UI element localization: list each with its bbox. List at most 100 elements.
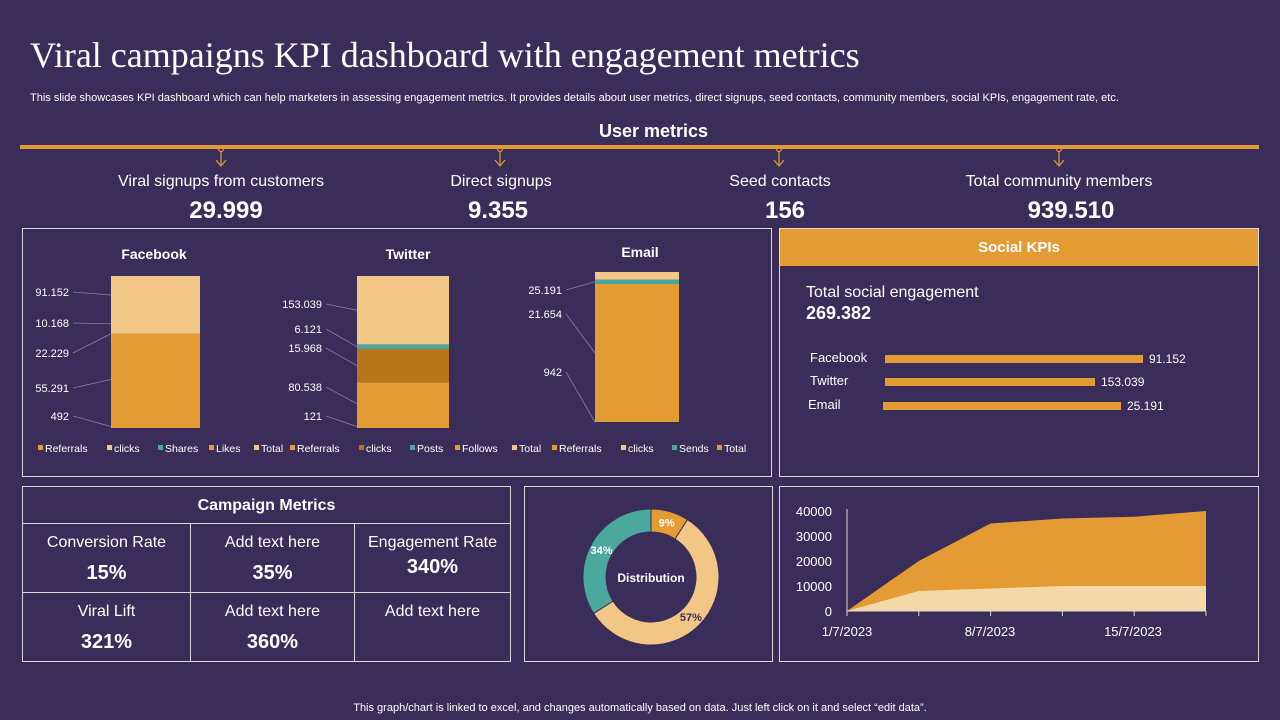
arrow-down-icon [494,146,506,167]
metric-label-seed-contacts: Seed contacts [729,173,831,190]
leader-line [325,347,358,367]
campaign-cell-value: 15% [86,562,127,584]
data-label: 25.191 [1127,399,1164,413]
bar [885,355,1143,363]
campaign-cell-label: Add text here [384,603,481,620]
chart-title: Facebook [121,246,187,262]
leader-line [72,291,112,296]
metric-label-community-members: Total community members [965,173,1153,190]
legend-swatch [672,445,677,450]
data-label: 21.654 [528,309,562,321]
legend-label: clicks [366,443,392,455]
campaign-cell-label: Add text here [224,534,321,551]
y-tick-label: 40000 [796,504,832,519]
distribution-donut-chart: 9% 57% 34% Distribution [582,508,720,646]
x-tick-label: 15/7/2023 [1104,624,1162,639]
legend-label: Posts [417,443,443,455]
arrow-down-icon [773,146,785,167]
data-label: 10.168 [35,318,69,330]
legend-label: Referrals [297,443,340,455]
metric-label-direct-signups: Direct signups [450,173,552,190]
campaign-cell-value: 321% [80,631,133,653]
data-label: 121 [304,411,322,423]
legend-swatch [552,445,557,450]
bar-segment [111,424,200,428]
page-subtitle: This slide showcases KPI dashboard which… [30,92,1119,104]
area-series [847,586,1206,611]
bar-segment [595,279,679,284]
slice-label: 9% [659,518,675,530]
data-label: 153.039 [282,299,322,311]
legend-label: Total [724,443,746,455]
data-label: 6.121 [294,324,322,336]
y-tick-label: 0 [825,604,832,619]
user-metrics-divider [20,145,1259,149]
leader-line [325,328,358,348]
arrow-down-icon [215,146,227,167]
bar-segment [111,276,200,314]
donut-slice [582,508,652,615]
legend-label: clicks [114,443,140,455]
campaign-cell-value: 360% [246,631,299,653]
bar-segment [595,272,679,280]
campaign-cell-value: 340% [406,556,459,578]
legend-swatch [38,445,43,450]
x-tick-label: 1/7/2023 [822,624,873,639]
total-engagement-label: Total social engagement [806,284,979,301]
legend-label: Follows [462,443,498,455]
campaign-cell: Add text here 360% [191,593,355,661]
campaign-cell-label: Conversion Rate [46,534,167,551]
leader-line [565,313,596,354]
bar-segment [111,314,200,334]
bar-segment [357,348,449,383]
data-label: 80.538 [288,382,322,394]
legend-swatch [254,445,259,450]
data-label: 492 [51,411,69,423]
legend-swatch [717,445,722,450]
category-label: Facebook [810,350,868,365]
metric-value-viral-signups: 29.999 [189,197,263,224]
legend-swatch [410,445,415,450]
campaign-cell-value: 35% [252,562,293,584]
leader-line [325,415,358,427]
legend-swatch [512,445,517,450]
arrow-down-icon [1053,146,1065,167]
channel-stacked-bar-charts: Facebook 492 55.291 22.229 10.168 91.152 Refer… [35,244,746,455]
social-engagement-bar-chart: Facebook 91.152 Twitter 153.039 Email 25.191 [808,350,1186,413]
campaign-cell-label: Engagement Rate [368,534,497,551]
legend-swatch [209,445,214,450]
bar-segment [111,333,200,425]
metric-value-direct-signups: 9.355 [467,197,529,224]
data-label: 22.229 [35,348,69,360]
bar-segment [357,276,449,345]
bar-segment [357,382,449,425]
total-engagement-value: 269.382 [806,303,872,323]
legend-label: Likes [216,443,241,455]
data-label: 153.039 [1101,375,1145,389]
campaign-cell: Add text here [355,593,510,661]
legend-label: Shares [165,443,198,455]
channel-charts-panel [22,228,772,477]
legend-swatch [290,445,295,450]
legend-swatch [107,445,112,450]
footer-note: This graph/chart is linked to excel, and… [353,702,927,714]
campaign-cell: Engagement Rate 340% [355,524,510,593]
legend-label: Total [261,443,283,455]
campaign-cell: Conversion Rate 15% [23,524,191,593]
legend-label: Referrals [559,443,602,455]
data-label: 15.968 [288,343,322,355]
data-label: 55.291 [35,383,69,395]
social-kpis-header: Social KPIs [780,229,1258,266]
legend-label: clicks [628,443,654,455]
campaign-metrics-table: Campaign Metrics Conversion Rate 15% Add… [22,486,511,662]
leader-line [72,378,112,389]
campaign-cell: Viral Lift 321% [23,593,191,661]
campaign-cell-label: Add text here [224,603,321,620]
leader-line [325,303,358,311]
user-metrics-title: User metrics [598,121,709,141]
chart-title: Twitter [386,246,431,262]
leader-line [325,386,358,405]
leader-line [565,371,596,423]
chart-title: Email [621,244,658,260]
legend-swatch [158,445,163,450]
